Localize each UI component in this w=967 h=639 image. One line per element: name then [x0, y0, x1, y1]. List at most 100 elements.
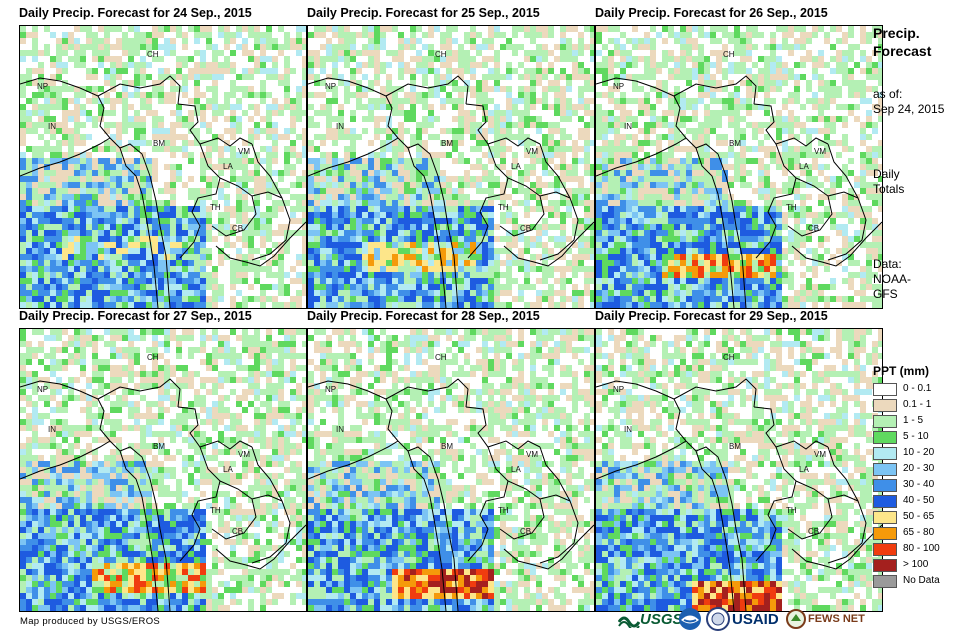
country-border	[695, 450, 735, 611]
country-label-np: NP	[37, 82, 49, 91]
legend-item: 30 - 40	[873, 478, 943, 493]
country-border	[251, 494, 283, 502]
country-label-vm: VM	[238, 450, 250, 459]
legend-swatch	[873, 559, 897, 572]
usgs-text: USGS	[640, 610, 683, 628]
legend-swatch	[873, 543, 897, 556]
country-border	[539, 191, 571, 199]
daily-line1: Daily	[873, 167, 900, 181]
legend-label: 5 - 10	[903, 431, 929, 442]
country-border	[685, 137, 747, 308]
country-label-la: LA	[223, 162, 233, 171]
country-border	[539, 494, 571, 502]
daily-line2: Totals	[873, 182, 905, 196]
country-label-bm: BM	[729, 139, 741, 148]
data-source: Data: NOAA- GFS	[873, 257, 911, 302]
country-border	[215, 524, 306, 570]
legend-item: > 100	[873, 558, 943, 573]
country-border	[539, 143, 579, 261]
country-label-np: NP	[613, 385, 625, 394]
country-border	[97, 378, 181, 408]
country-label-bm: BM	[441, 139, 453, 148]
country-border	[251, 143, 291, 261]
legend-item: 10 - 20	[873, 446, 943, 461]
fewsnet-text: FEWS NET	[808, 613, 865, 625]
country-label-ch: CH	[147, 353, 159, 362]
legend-swatch	[873, 479, 897, 492]
country-label-in: IN	[48, 122, 56, 131]
country-border	[791, 524, 882, 570]
country-label-in: IN	[624, 122, 632, 131]
country-border	[109, 440, 171, 611]
country-label-bm: BM	[441, 442, 453, 451]
country-border	[251, 446, 291, 564]
daily-totals-label: Daily Totals	[873, 167, 904, 197]
dhs-logo	[706, 606, 730, 632]
country-label-vm: VM	[526, 450, 538, 459]
legend-title: PPT (mm)	[873, 364, 930, 378]
country-label-th: TH	[786, 506, 797, 515]
usgs-wave-icon	[618, 616, 640, 628]
country-label-ch: CH	[723, 50, 735, 59]
country-border	[20, 77, 111, 139]
country-border	[308, 380, 399, 442]
precip-map: CH NP IN BM LA VM TH CB	[595, 328, 883, 612]
country-border	[791, 221, 882, 267]
panel-title: Daily Precip. Forecast for 28 Sep., 2015	[307, 309, 540, 323]
usaid-logo: USAID	[732, 606, 779, 632]
data-line3: GFS	[873, 287, 898, 301]
country-border	[109, 137, 171, 308]
panel-title: Daily Precip. Forecast for 25 Sep., 2015	[307, 6, 540, 20]
country-label-bm: BM	[729, 442, 741, 451]
legend-label: 80 - 100	[903, 543, 940, 554]
legend-label: 1 - 5	[903, 415, 924, 426]
country-label-th: TH	[498, 203, 509, 212]
side-title-line1: Precip.	[873, 25, 920, 41]
country-border	[20, 440, 111, 480]
forecast-panel-2: Daily Precip. Forecast for 25 Sep., 2015…	[307, 6, 595, 309]
country-label-cb: CB	[232, 527, 244, 536]
legend-label: 10 - 20	[903, 447, 935, 458]
legend-item: 5 - 10	[873, 430, 943, 445]
country-label-vm: VM	[238, 147, 250, 156]
legend-swatch	[873, 415, 897, 428]
panel-title: Daily Precip. Forecast for 26 Sep., 2015	[595, 6, 828, 20]
precip-map: CH NP IN BM LA VM TH CB	[19, 25, 307, 309]
country-label-th: TH	[210, 506, 221, 515]
country-border	[407, 450, 447, 611]
precip-map: CH NP IN BM LA VM TH CB	[19, 328, 307, 612]
country-label-vm: VM	[814, 450, 826, 459]
as-of-label: as of:	[873, 87, 903, 101]
panel-title: Daily Precip. Forecast for 29 Sep., 2015	[595, 309, 828, 323]
country-label-np: NP	[325, 82, 337, 91]
country-label-vm: VM	[526, 147, 538, 156]
legend-swatch	[873, 495, 897, 508]
legend-swatch	[873, 447, 897, 460]
side-title: Precip. Forecast	[873, 24, 931, 60]
country-border	[179, 446, 221, 562]
country-label-in: IN	[48, 425, 56, 434]
country-label-np: NP	[37, 385, 49, 394]
country-border	[695, 147, 735, 308]
country-border	[596, 77, 687, 139]
country-label-cb: CB	[808, 224, 820, 233]
country-border	[596, 440, 687, 480]
legend-label: > 100	[903, 559, 929, 570]
country-label-la: LA	[223, 465, 233, 474]
country-label-th: TH	[498, 506, 509, 515]
precip-map: CH NP IN BM LA VM TH CB	[307, 328, 595, 612]
credit-text: Map produced by USGS/EROS	[20, 616, 161, 627]
country-border	[755, 446, 797, 562]
side-title-line2: Forecast	[873, 43, 932, 59]
panel-title: Daily Precip. Forecast for 24 Sep., 2015	[19, 6, 252, 20]
country-label-ch: CH	[435, 353, 447, 362]
seal-icon	[706, 607, 730, 631]
country-border	[539, 446, 579, 564]
country-border	[827, 143, 867, 261]
usaid-text: USAID	[732, 610, 779, 628]
legend-label: 50 - 65	[903, 511, 935, 522]
country-border	[503, 221, 594, 267]
legend-item: 65 - 80	[873, 526, 943, 541]
forecast-panel-4: Daily Precip. Forecast for 27 Sep., 2015…	[19, 309, 307, 612]
country-border	[467, 446, 509, 562]
